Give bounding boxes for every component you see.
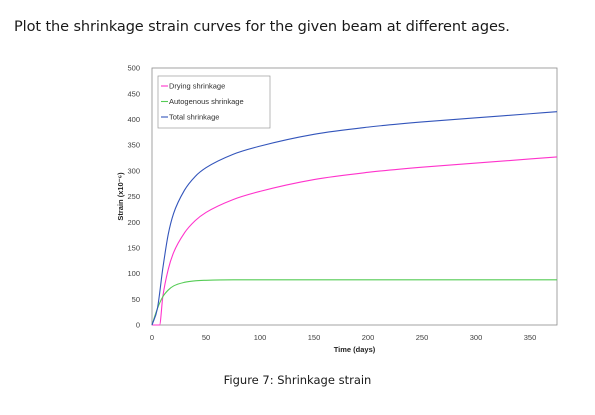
y-axis-ticks: 0 50 100 150 200 250 300 350 400 450 500 [127,64,140,330]
y-tick-label: 250 [127,192,140,201]
x-tick-label: 350 [524,333,537,342]
x-tick-label: 100 [254,333,267,342]
y-tick-label: 50 [132,295,140,304]
y-tick-label: 450 [127,89,140,98]
y-tick-label: 350 [127,141,140,150]
x-tick-label: 0 [150,333,154,342]
series-line-drying-shrinkage [151,156,558,326]
legend-label-total-shrinkage: Total shrinkage [169,113,219,122]
legend-label-drying-shrinkage: Drying shrinkage [169,82,225,91]
y-tick-label: 200 [127,218,140,227]
y-tick-label: 150 [127,244,140,253]
series-line-total-shrinkage [151,111,558,326]
x-tick-label: 250 [416,333,429,342]
page-heading: Plot the shrinkage strain curves for the… [14,19,510,35]
y-tick-label: 500 [127,64,140,73]
figure-caption: Figure 7: Shrinkage strain [223,373,372,387]
y-axis-label: Strain (x10⁻⁶) [116,172,125,221]
y-tick-label: 400 [127,115,140,124]
series-line-autogenous-shrinkage [151,279,557,326]
x-tick-label: 200 [362,333,375,342]
x-tick-label: 300 [470,333,483,342]
plot-border [151,67,558,326]
legend: Drying shrinkage Autogenous shrinkage Tota… [157,75,271,129]
x-axis-label: Time (days) [334,345,376,354]
plot-area [151,67,558,326]
series-lines [151,111,558,326]
x-tick-label: 50 [202,333,210,342]
y-tick-label: 300 [127,166,140,175]
legend-box [157,75,271,129]
y-tick-label: 0 [136,321,140,330]
x-tick-label: 150 [308,333,321,342]
y-tick-label: 100 [127,269,140,278]
legend-label-autogenous-shrinkage: Autogenous shrinkage [169,97,244,106]
x-axis-ticks: 0 50 100 150 200 250 300 350 [150,333,536,342]
